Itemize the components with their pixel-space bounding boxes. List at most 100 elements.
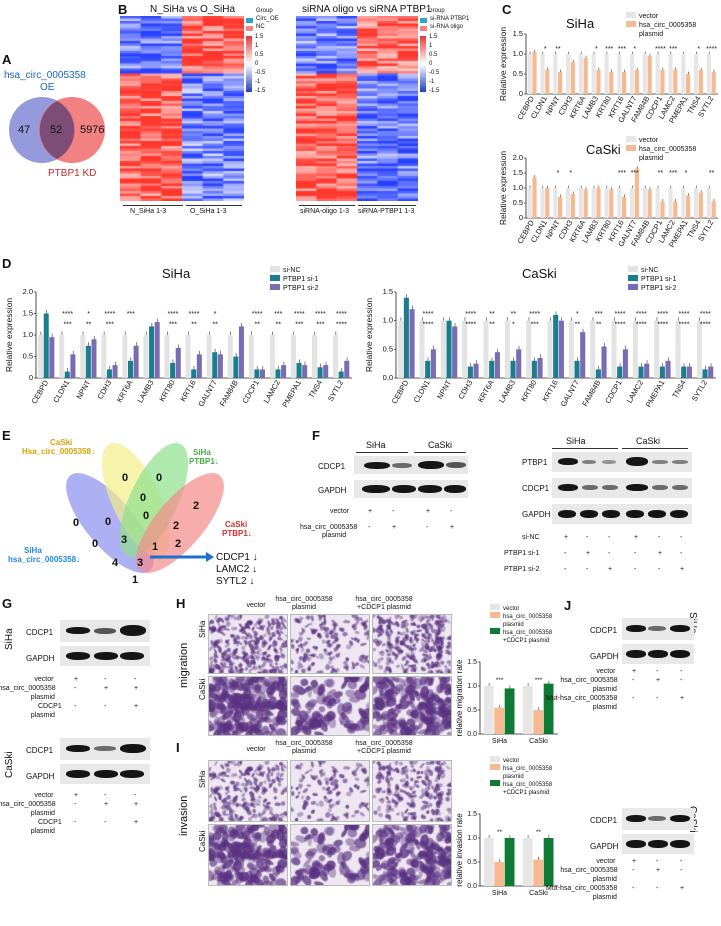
blot-f1-mark-1-1: + [368,508,373,515]
bar [698,70,703,94]
blot-g2-protein-2: GAPDH [26,772,55,781]
bar [681,188,686,218]
heatmap2-group-line-1 [299,205,355,206]
bar [467,366,473,378]
chart-title: CaSki [522,266,557,281]
significance-label: **** [679,321,690,328]
significance-label: **** [62,311,73,318]
condition-label: hsa_circ_0005358 [0,801,56,808]
bar [537,357,543,378]
significance-label: ** [489,321,495,328]
bar [655,54,660,94]
legend-swatch [490,604,500,610]
bar [504,688,515,734]
migration-photo-caski-vector [208,676,288,736]
bar [206,335,212,378]
heatmap2-colorbar [420,36,426,92]
significance-label: *** [631,170,639,177]
bar [154,322,160,378]
bar [191,369,197,378]
significance-label: ** [254,321,260,328]
panel-label-i: I [176,740,180,755]
condition-mark: + [134,801,139,808]
blot-f1-row-2: hsa_circ_0005358 [300,524,358,531]
bar [419,320,425,378]
condition-mark: + [680,885,685,892]
bar [49,337,55,378]
panel-i-col-2a: hsa_circ_0005358 [275,740,333,747]
legend-swatch [628,284,638,290]
heatmap1-scale-2: 0.5 [255,52,264,58]
venn-a-right-label: PTBP1 KD [48,168,97,179]
bar [281,365,287,378]
significance-label: **** [104,311,115,318]
legend-swatch [270,284,280,290]
venn-e-num-12: 1 [132,574,139,586]
bar [227,335,233,378]
panel-h-col-2a: hsa_circ_0005358 [275,596,333,603]
condition-label: plasmid [30,712,55,719]
panel-label-c: C [502,2,512,17]
bar [248,335,254,378]
condition-mark: - [634,566,637,573]
x-tick-label: KRT16 [178,379,197,404]
significance-label: **** [679,311,690,318]
bar [275,369,281,378]
legend-swatch [490,764,500,770]
migration-photo-siha-vector [208,614,288,674]
bar [596,188,601,218]
x-tick-label: SYTL2 [690,379,709,403]
venn-e-set-2: SiHa [193,448,211,457]
bar [647,56,652,94]
bar [483,838,494,886]
bar [660,70,665,94]
bar [532,52,537,94]
condition-label: vector [596,858,616,865]
legend-swatch [490,780,500,786]
y-tick-label: 1.0 [23,330,33,339]
significance-label: ** [536,829,542,836]
bar [543,838,554,886]
legend-label: plasmid [503,622,524,628]
condition-mark: + [134,685,139,692]
heatmap1-title: N_SiHa vs O_SiHa [150,4,236,15]
x-tick-label: PMEPA1 [644,379,667,409]
invasion-photo-siha-vector [208,760,288,822]
bar [545,70,550,94]
condition-mark: + [680,695,685,702]
bar [403,297,409,378]
condition-label: plasmid [592,894,617,901]
condition-mark: - [656,668,659,675]
condition-mark: - [656,858,659,865]
bar [642,54,647,94]
condition-label: plasmid [30,810,55,817]
bar [632,320,638,378]
significance-label: **** [252,311,263,318]
y-tick-label: 0 [29,373,33,382]
significance-label: **** [189,311,200,318]
heatmap2-legend-2: si-RNA oligo [430,24,464,30]
condition-mark: - [586,534,589,541]
panel-h-col-3a: hsa_circ_0005358 [355,596,413,603]
y-axis-label: relative invasion rate [455,813,464,887]
bar [504,320,510,378]
heatmap1-scale-1: 1 [255,43,259,49]
panel-i-side: invasion [178,795,190,836]
significance-label: * [214,311,217,318]
bar [681,366,687,378]
bar [527,188,532,218]
bar [665,360,671,378]
x-tick-label: KRT80 [519,379,538,404]
significance-label: ** [212,321,218,328]
significance-label: **** [465,321,476,328]
bar [696,320,702,378]
bar [622,72,627,94]
y-tick-label: 0.0 [467,883,477,890]
blot-j2-lane-gapdh [622,834,694,854]
x-tick-label: CLDN1 [51,379,71,405]
x-tick-label: KRT6A [115,379,135,404]
condition-mark: - [564,566,567,573]
venn-a-left-only: 47 [18,124,31,136]
bar [654,320,660,378]
